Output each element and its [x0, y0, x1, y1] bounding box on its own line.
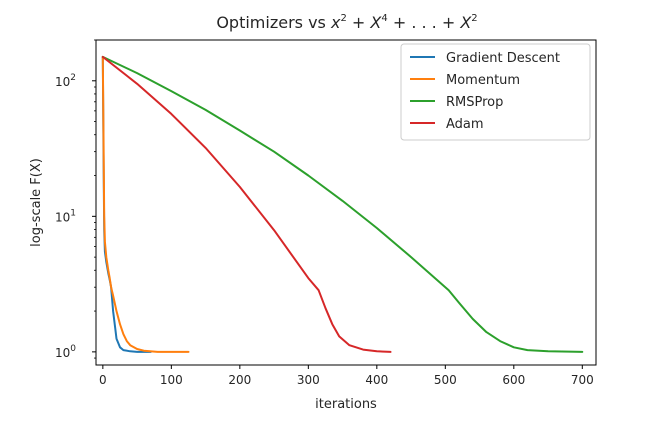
x-tick-label: 600	[502, 373, 525, 387]
legend-box	[400, 43, 591, 141]
series-line-gradient-descent	[101, 55, 152, 353]
legend-label: Momentum	[446, 73, 520, 88]
x-tick-label: 300	[297, 373, 320, 387]
ticks-layer: 0 100 200 300 400 500 600 700 100 101 102	[55, 39, 594, 387]
legend-label: Gradient Descent	[446, 51, 560, 66]
series-line-momentum	[101, 55, 190, 353]
legend-label: RMSProp	[446, 95, 503, 110]
x-tick-label: 400	[365, 373, 388, 387]
series-line-rmsprop	[101, 55, 584, 353]
x-tick-label: 100	[160, 373, 183, 387]
x-tick-label: 500	[434, 373, 457, 387]
y-tick-label: 102	[55, 73, 76, 89]
chart-title: Optimizers vs x2 + X4 + . . . + X2	[216, 13, 477, 32]
x-tick-label: 700	[571, 373, 594, 387]
x-tick-label: 0	[99, 373, 107, 387]
x-axis-label: iterations	[315, 397, 377, 412]
plot-frame	[95, 39, 597, 366]
y-axis-label: log-scale F(X)	[29, 158, 44, 247]
y-tick-label: 101	[55, 208, 76, 224]
x-tick-label: 200	[228, 373, 251, 387]
legend: Gradient Descent Momentum RMSProp Adam	[400, 43, 591, 141]
series-line-adam	[101, 55, 392, 353]
series-layer	[101, 55, 584, 353]
y-tick-label: 100	[55, 344, 76, 360]
legend-label: Adam	[446, 117, 484, 132]
